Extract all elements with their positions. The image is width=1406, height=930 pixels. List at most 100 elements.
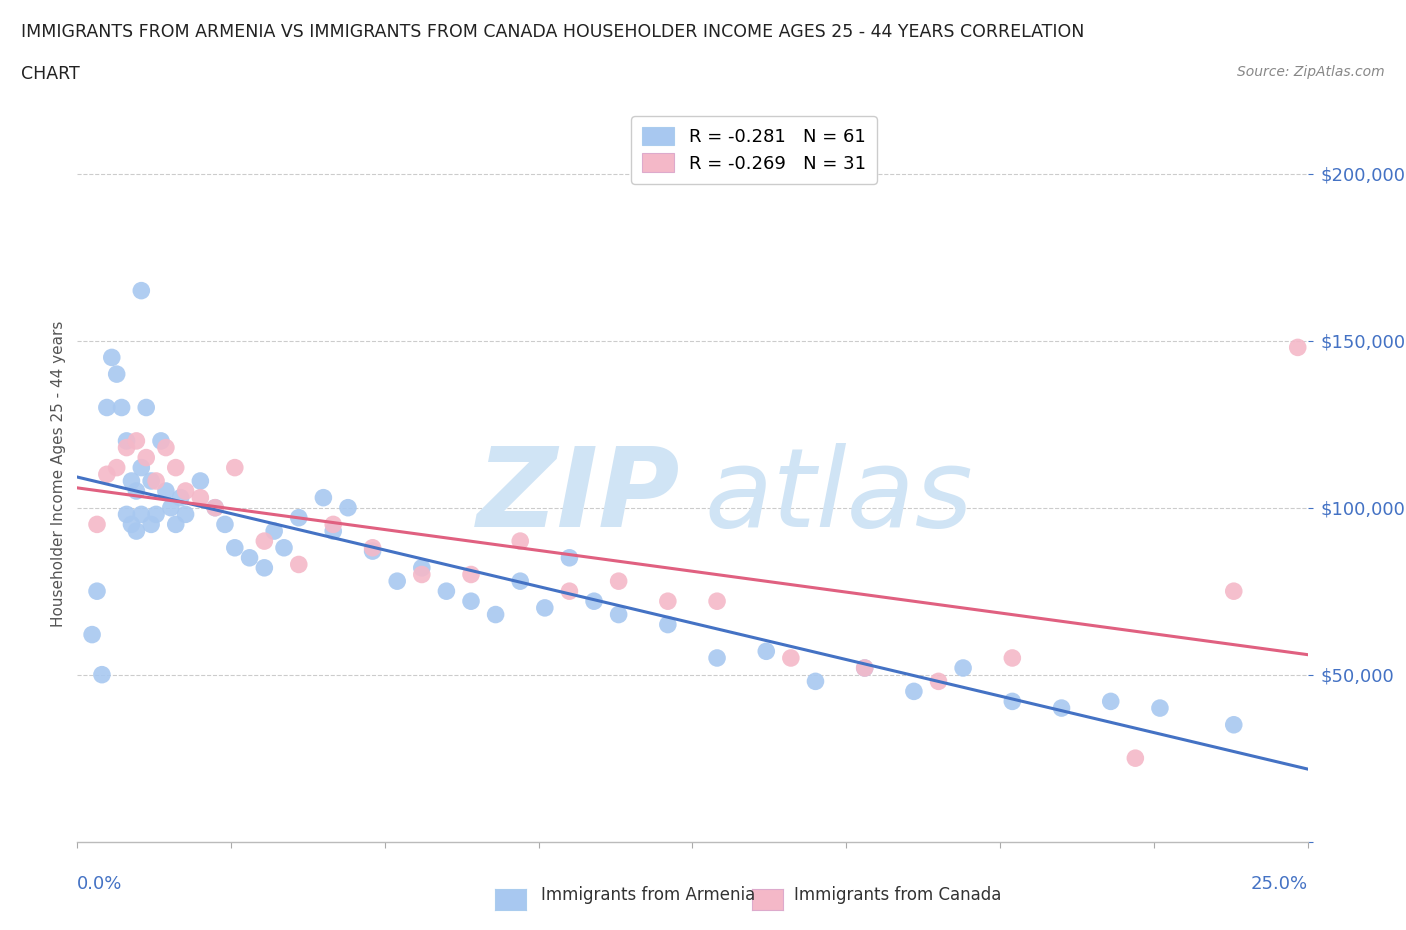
Text: Source: ZipAtlas.com: Source: ZipAtlas.com <box>1237 65 1385 79</box>
Point <box>411 561 433 576</box>
Point <box>853 660 876 675</box>
Legend: R = -0.281   N = 61, R = -0.269   N = 31: R = -0.281 N = 61, R = -0.269 N = 31 <box>631 116 877 183</box>
Point <box>253 561 276 576</box>
Point <box>204 500 226 515</box>
Text: 25.0%: 25.0% <box>1250 875 1308 893</box>
Point <box>174 484 197 498</box>
Point <box>155 440 177 455</box>
Text: atlas: atlas <box>704 443 973 550</box>
Point <box>1286 340 1309 355</box>
Point <box>928 674 950 689</box>
Point <box>411 567 433 582</box>
Point <box>534 601 557 616</box>
Point <box>101 350 124 365</box>
Point <box>125 433 148 448</box>
Y-axis label: Householder Income Ages 25 - 44 years: Householder Income Ages 25 - 44 years <box>51 321 66 628</box>
Point <box>174 507 197 522</box>
Point <box>1149 700 1171 715</box>
Point <box>82 627 104 642</box>
Point <box>509 574 531 589</box>
Text: CHART: CHART <box>21 65 80 83</box>
Point <box>706 651 728 666</box>
Point <box>337 500 360 515</box>
Point <box>804 674 827 689</box>
Point <box>115 440 138 455</box>
Point <box>86 517 108 532</box>
Point <box>239 551 262 565</box>
Point <box>558 584 581 599</box>
Point <box>188 473 212 488</box>
Point <box>204 500 226 515</box>
Point <box>188 490 212 505</box>
Point <box>509 534 531 549</box>
Point <box>436 584 458 599</box>
Point <box>312 490 335 505</box>
Point <box>288 557 311 572</box>
Point <box>115 433 138 448</box>
Point <box>322 517 344 532</box>
Point <box>165 517 187 532</box>
Point <box>165 460 187 475</box>
Point <box>1050 700 1073 715</box>
Point <box>129 460 153 475</box>
Point <box>607 574 630 589</box>
Point <box>853 660 876 675</box>
Point <box>485 607 508 622</box>
Point <box>111 400 132 415</box>
Point <box>170 490 193 505</box>
Point <box>385 574 409 589</box>
Point <box>780 651 803 666</box>
Point <box>1223 717 1246 732</box>
Point <box>141 517 163 532</box>
Point <box>607 607 630 622</box>
Point <box>121 473 143 488</box>
Text: 0.0%: 0.0% <box>77 875 122 893</box>
Point <box>160 500 183 515</box>
Point <box>460 567 482 582</box>
Point <box>583 593 606 608</box>
Point <box>90 667 114 682</box>
Point <box>361 540 384 555</box>
Point <box>135 400 157 415</box>
Point <box>214 517 236 532</box>
Point <box>263 524 285 538</box>
Text: Immigrants from Canada: Immigrants from Canada <box>794 885 1001 904</box>
Text: IMMIGRANTS FROM ARMENIA VS IMMIGRANTS FROM CANADA HOUSEHOLDER INCOME AGES 25 - 4: IMMIGRANTS FROM ARMENIA VS IMMIGRANTS FR… <box>21 23 1084 41</box>
Point <box>129 283 153 298</box>
Point <box>121 517 143 532</box>
Point <box>115 507 138 522</box>
Point <box>125 524 148 538</box>
Point <box>1125 751 1147 765</box>
Point <box>952 660 974 675</box>
Point <box>141 473 163 488</box>
Point <box>322 524 344 538</box>
Point <box>288 511 311 525</box>
Point <box>657 593 679 608</box>
Point <box>135 450 157 465</box>
Point <box>657 618 679 632</box>
Point <box>1099 694 1122 709</box>
Point <box>96 467 118 482</box>
Point <box>96 400 118 415</box>
Point <box>1223 584 1246 599</box>
Point <box>755 644 778 658</box>
Point <box>125 484 148 498</box>
Point <box>150 433 173 448</box>
Point <box>105 460 128 475</box>
Point <box>460 593 482 608</box>
Text: ZIP: ZIP <box>477 443 681 550</box>
Point <box>224 540 246 555</box>
Point <box>558 551 581 565</box>
Point <box>273 540 295 555</box>
Point <box>86 584 108 599</box>
Point <box>145 473 167 488</box>
Point <box>1001 694 1024 709</box>
Point <box>1001 651 1024 666</box>
Point <box>706 593 728 608</box>
Point <box>361 544 384 559</box>
Point <box>253 534 276 549</box>
Text: Immigrants from Armenia: Immigrants from Armenia <box>541 885 755 904</box>
Point <box>155 484 177 498</box>
Point <box>145 507 167 522</box>
Point <box>105 366 128 381</box>
